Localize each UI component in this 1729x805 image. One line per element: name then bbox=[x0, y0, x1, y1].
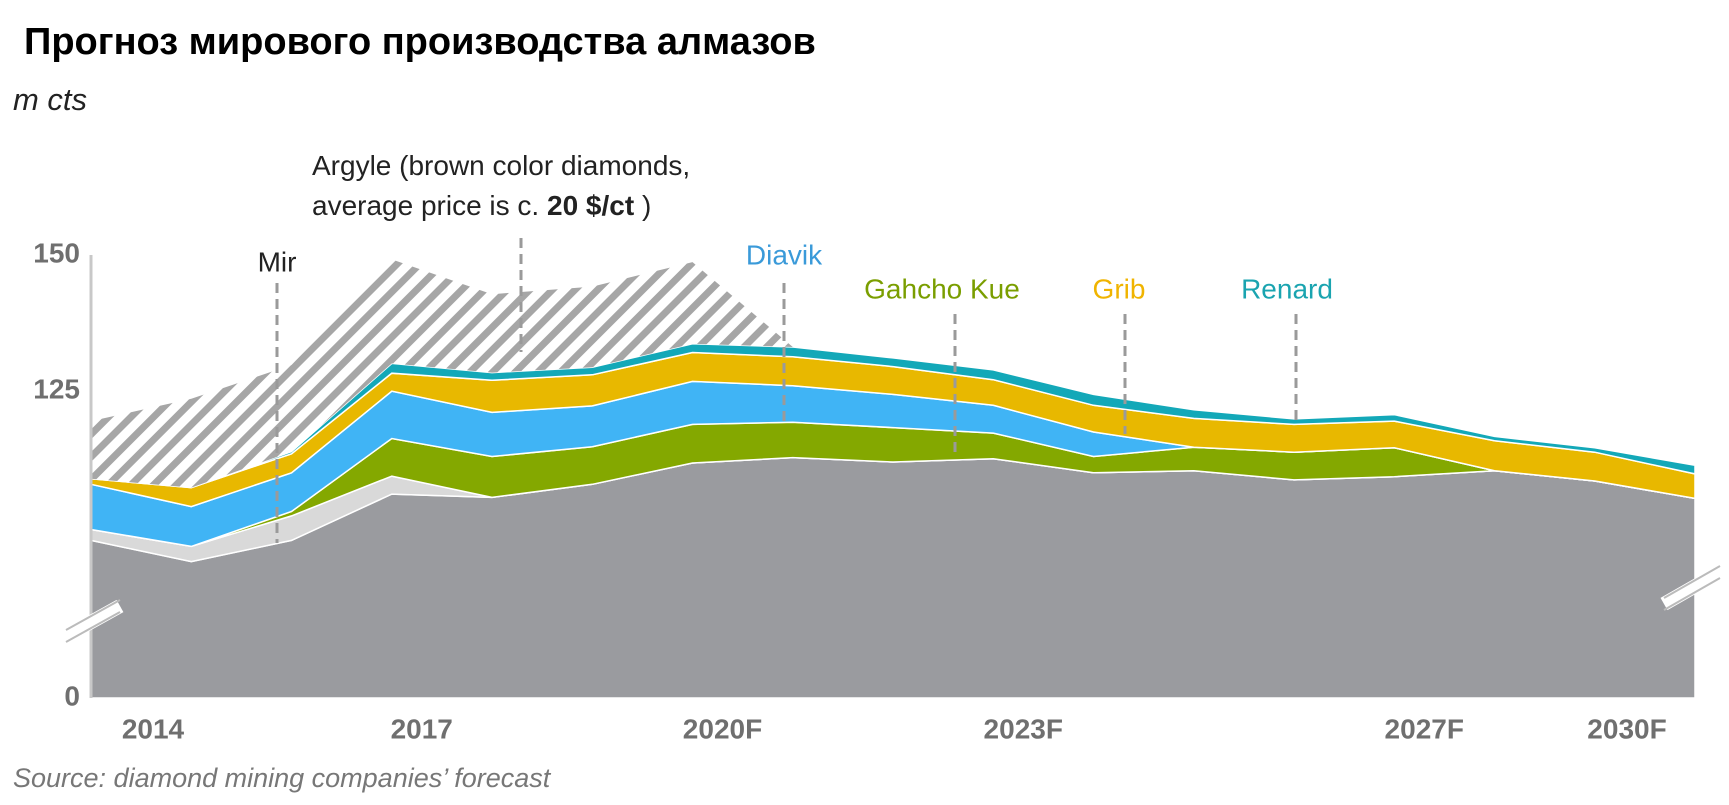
y-tick-label: 150 bbox=[33, 237, 80, 268]
annotation-label: Renard bbox=[1241, 273, 1333, 304]
source-note: Source: diamond mining companies’ foreca… bbox=[13, 763, 552, 793]
x-tick-label: 2023F bbox=[984, 713, 1063, 744]
x-tick-label: 2030F bbox=[1587, 713, 1666, 744]
area-layer bbox=[91, 259, 793, 488]
argyle-note: Argyle (brown color diamonds, bbox=[312, 150, 690, 181]
annotation-label: Gahcho Kue bbox=[864, 273, 1020, 304]
annotation-label: Mir bbox=[258, 246, 297, 277]
x-tick-label: 2020F bbox=[683, 713, 762, 744]
argyle-note: average price is c. 20 $/ct ) bbox=[312, 190, 651, 221]
x-tick-label: 2017 bbox=[391, 713, 453, 744]
plot-area bbox=[90, 259, 1696, 699]
argyle-price: 20 $/ct bbox=[547, 190, 634, 221]
x-tick-label: 2027F bbox=[1385, 713, 1464, 744]
annotation-label: Diavik bbox=[746, 239, 823, 270]
argyle-line: average price is c. bbox=[312, 190, 547, 221]
argyle-line: Argyle (brown color diamonds, bbox=[312, 150, 690, 181]
y-tick-label: 0 bbox=[64, 680, 80, 711]
axis-break bbox=[62, 565, 1724, 643]
annotation-label: Grib bbox=[1093, 273, 1146, 304]
argyle-line: ) bbox=[634, 190, 651, 221]
y-tick-label: 125 bbox=[33, 374, 80, 405]
x-tick-label: 2014 bbox=[122, 713, 185, 744]
chart-title: Прогноз мирового производства алмазов bbox=[24, 21, 816, 63]
y-unit: m cts bbox=[13, 82, 87, 117]
area-layer bbox=[90, 343, 1696, 489]
